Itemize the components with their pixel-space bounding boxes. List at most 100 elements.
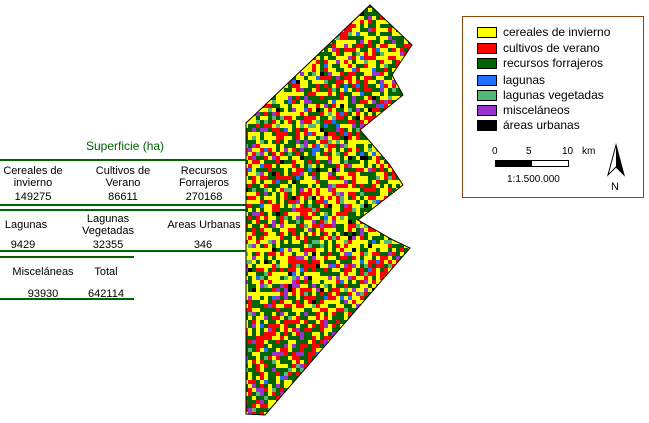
map-pixel (312, 96, 318, 100)
map-pixel (332, 84, 336, 88)
map-pixel (332, 240, 336, 244)
map-pixel (272, 64, 276, 68)
map-pixel (404, 324, 410, 328)
map-pixel (396, 164, 400, 168)
map-pixel (300, 60, 306, 64)
map-pixel (284, 212, 290, 216)
map-pixel (264, 344, 268, 348)
map-pixel (340, 308, 346, 312)
map-pixel (300, 332, 306, 336)
map-pixel (284, 76, 290, 80)
map-pixel (384, 204, 388, 208)
map-pixel (388, 124, 392, 128)
map-pixel (260, 24, 264, 28)
map-pixel (324, 264, 328, 268)
value-miscelaneas: 93930 (27, 288, 59, 300)
map-pixel (246, 172, 248, 176)
map-pixel (296, 384, 300, 388)
map-pixel (392, 368, 396, 372)
map-pixel (324, 136, 328, 140)
map-pixel (260, 316, 264, 320)
map-pixel (292, 216, 296, 220)
map-pixel (404, 304, 408, 308)
map-pixel (396, 60, 400, 64)
map-pixel (260, 320, 264, 324)
map-pixel (368, 300, 372, 304)
map-pixel (360, 364, 366, 368)
map-pixel (340, 44, 344, 48)
map-pixel (384, 416, 390, 420)
map-pixel (408, 284, 412, 288)
map-pixel (288, 392, 292, 396)
map-pixel (284, 12, 288, 16)
map-pixel (364, 60, 368, 64)
map-pixel (312, 256, 318, 260)
map-pixel (360, 268, 364, 272)
map-pixel (400, 52, 404, 56)
map-pixel (384, 104, 388, 108)
map-pixel (388, 316, 392, 320)
map-pixel (324, 28, 328, 32)
map-pixel (248, 164, 252, 168)
map-pixel (376, 360, 380, 364)
map-pixel (308, 240, 312, 244)
map-pixel (304, 204, 308, 208)
map-pixel (312, 304, 316, 308)
map-pixel (372, 104, 376, 108)
map-pixel (320, 40, 324, 44)
map-pixel (272, 196, 276, 200)
map-pixel (400, 108, 404, 112)
map-pixel (328, 152, 332, 156)
map-pixel (246, 320, 248, 324)
map-pixel (276, 20, 282, 24)
map-pixel (360, 52, 366, 56)
map-pixel (400, 160, 404, 164)
map-pixel (404, 108, 408, 112)
map-pixel (352, 144, 356, 148)
map-pixel (400, 372, 406, 376)
map-pixel (280, 260, 284, 264)
map-pixel (256, 140, 260, 144)
map-pixel (300, 292, 304, 296)
map-pixel (380, 224, 384, 228)
map-pixel (368, 272, 372, 276)
map-pixel (252, 116, 256, 120)
map-pixel (328, 0, 332, 4)
map-pixel (408, 164, 412, 168)
map-pixel (412, 32, 416, 36)
map-pixel (372, 300, 378, 304)
map-pixel (392, 384, 398, 388)
map-pixel (252, 224, 256, 228)
map-pixel (372, 224, 376, 228)
map-pixel (408, 380, 412, 384)
map-pixel (364, 8, 368, 12)
map-pixel (392, 252, 396, 256)
map-pixel (316, 308, 320, 312)
map-pixel (356, 388, 360, 392)
map-pixel (316, 136, 322, 140)
map-pixel (348, 276, 352, 280)
map-pixel (332, 208, 336, 212)
map-pixel (396, 304, 400, 308)
map-pixel (264, 164, 268, 168)
map-pixel (340, 336, 344, 340)
map-pixel (264, 188, 268, 192)
map-pixel (264, 236, 268, 240)
map-pixel (352, 348, 358, 352)
map-pixel (400, 408, 404, 412)
map-pixel (256, 156, 262, 160)
map-pixel (264, 104, 270, 108)
map-pixel (288, 136, 292, 140)
map-pixel (352, 5, 356, 8)
map-pixel (288, 148, 292, 152)
map-pixel (352, 368, 358, 372)
map-pixel (256, 380, 260, 384)
map-pixel (260, 340, 264, 344)
map-pixel (280, 336, 284, 340)
map-pixel (316, 100, 320, 104)
map-pixel (404, 316, 410, 320)
map-pixel (368, 108, 374, 112)
map-pixel (344, 360, 348, 364)
map-pixel (380, 320, 384, 324)
map-pixel (328, 372, 332, 376)
